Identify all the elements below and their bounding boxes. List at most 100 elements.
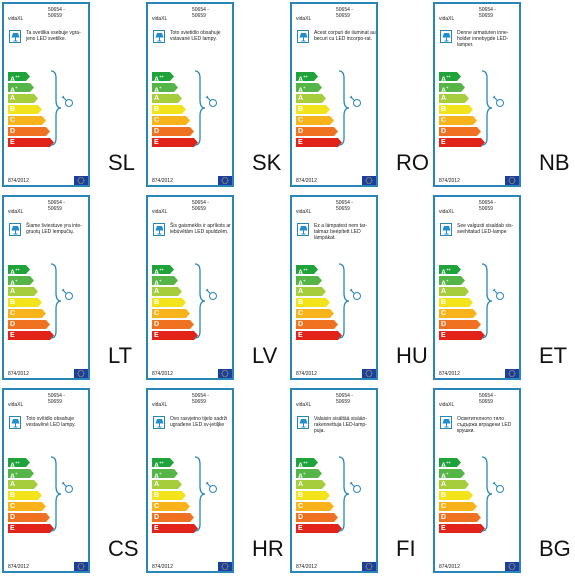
bulb-icon xyxy=(348,288,362,307)
language-code: SL xyxy=(108,150,135,175)
rating-plus: ++ xyxy=(446,460,451,465)
rating-row-6: D xyxy=(152,127,194,136)
regulation-number: 874/2012 xyxy=(296,564,317,570)
language-code: BG xyxy=(539,536,571,561)
rating-arrow xyxy=(8,276,34,285)
model-range-start: 50654 - xyxy=(48,7,65,13)
label-card: vidaXL 50654 -50659 Acest corpuri de ilumi… xyxy=(290,2,378,187)
rating-row-2: A+ xyxy=(8,276,34,287)
rating-arrow xyxy=(152,138,198,147)
rating-letter: D xyxy=(10,514,16,521)
rating-letter: A xyxy=(298,288,304,295)
rating-arrow xyxy=(152,320,194,329)
brand-name: vidaXL xyxy=(152,16,168,22)
label-card: vidaXL 50654 -50659 Šis gaismeklis ir aprī… xyxy=(146,195,234,380)
bulb-icon xyxy=(60,288,74,307)
rating-arrow xyxy=(439,83,465,92)
rating-plus: ++ xyxy=(303,74,308,79)
label-card: vidaXL 50654 -50659 See valgusti sisaldab … xyxy=(433,195,521,380)
rating-arrow xyxy=(439,458,461,467)
rating-letter: A+ xyxy=(298,278,306,288)
rating-row-4: B xyxy=(296,491,330,500)
rating-plus: ++ xyxy=(15,74,20,79)
rating-letter: E xyxy=(154,139,159,146)
brand-name: vidaXL xyxy=(8,402,24,408)
rating-row-6: D xyxy=(439,127,481,136)
rating-row-2: A+ xyxy=(439,469,465,481)
energy-label-ro: vidaXL 50654 -50659 Acest corpuri de ilumi… xyxy=(288,0,432,193)
model-range-start: 50654 - xyxy=(192,7,209,13)
rating-row-2: A+ xyxy=(439,276,465,287)
rating-letter: B xyxy=(298,299,304,306)
lamp-icon xyxy=(297,223,309,236)
rating-letter: A xyxy=(298,95,304,102)
rating-letter: A++ xyxy=(10,74,20,84)
rating-arrow xyxy=(439,287,469,296)
rating-row-1: A++ xyxy=(296,265,318,276)
rating-arrow xyxy=(439,309,477,318)
rating-plus: ++ xyxy=(159,267,164,272)
rating-letter: A++ xyxy=(298,460,308,470)
rating-row-6: D xyxy=(439,320,481,329)
rating-arrow xyxy=(296,138,342,147)
rating-letter: A+ xyxy=(441,85,449,95)
rating-plus: + xyxy=(159,471,162,476)
label-description: Denne armaturen inne-holder innebygde LE… xyxy=(457,30,509,48)
rating-row-1: A++ xyxy=(8,458,30,469)
rating-arrow xyxy=(296,72,318,81)
label-description: Šis gaismeklis ir aprīkots ar iebūvētām … xyxy=(170,223,231,235)
model-range-start: 50654 - xyxy=(479,200,496,206)
rating-row-3: A xyxy=(296,287,326,296)
rating-letter: C xyxy=(154,310,160,317)
lamp-icon xyxy=(297,30,309,43)
rating-row-7: E xyxy=(439,524,485,533)
rating-arrow xyxy=(439,491,473,500)
rating-row-4: B xyxy=(152,491,186,500)
rating-plus: ++ xyxy=(303,267,308,272)
rating-arrow xyxy=(8,72,30,81)
rating-arrow xyxy=(152,502,190,511)
rating-letter: E xyxy=(441,525,446,532)
rating-letter: D xyxy=(298,514,304,521)
rating-arrow xyxy=(152,287,182,296)
rating-arrow xyxy=(296,331,342,340)
rating-arrow xyxy=(8,127,50,136)
rating-plus: ++ xyxy=(159,74,164,79)
regulation-number: 874/2012 xyxy=(8,564,29,570)
model-numbers: 50654 -50659 xyxy=(192,393,209,405)
rating-row-2: A+ xyxy=(152,469,178,480)
brand-name: vidaXL xyxy=(296,16,312,22)
rating-plus: + xyxy=(15,85,18,90)
language-code: LV xyxy=(252,343,278,368)
rating-arrow xyxy=(296,127,338,136)
model-range-end: 50659 xyxy=(48,399,62,405)
rating-row-2: A+ xyxy=(296,469,322,480)
rating-arrow xyxy=(296,116,334,125)
rating-row-4: B xyxy=(8,491,42,500)
brace-icon xyxy=(194,70,206,151)
model-numbers: 50654 -50659 xyxy=(479,200,496,212)
rating-plus: ++ xyxy=(446,267,451,272)
model-range-start: 50654 - xyxy=(192,200,209,206)
rating-row-3: A xyxy=(439,480,469,489)
rating-letter: D xyxy=(154,128,160,135)
rating-arrow xyxy=(8,513,50,522)
rating-row-4: B xyxy=(439,491,473,500)
rating-letter: E xyxy=(10,525,15,532)
rating-letter: C xyxy=(441,310,447,317)
label-card: vidaXL 50654 -50659 Осветителното тяло съд… xyxy=(433,388,521,573)
rating-row-5: C xyxy=(439,116,477,125)
rating-letter: A++ xyxy=(10,267,20,277)
rating-row-3: A xyxy=(8,94,38,103)
brand-name: vidaXL xyxy=(439,16,455,22)
bulb-icon xyxy=(204,288,218,307)
rating-row-5: C xyxy=(296,502,334,511)
bulb-icon xyxy=(348,95,362,114)
brand-name: vidaXL xyxy=(152,402,168,408)
rating-arrow xyxy=(8,83,34,92)
lamp-icon xyxy=(440,30,452,43)
rating-arrow xyxy=(152,331,198,340)
rating-letter: A+ xyxy=(441,471,449,481)
rating-row-4: B xyxy=(152,105,186,114)
